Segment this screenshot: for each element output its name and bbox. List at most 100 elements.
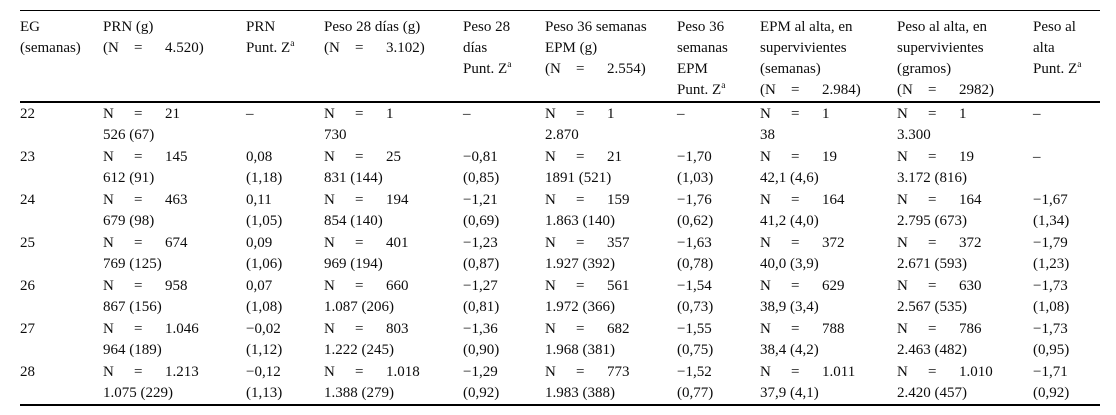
- eg-cell: 23: [20, 149, 35, 165]
- anthropometry-table-container: EG (semanas) PRN (g) (N = 4.520) PRN Punt. Za Pe…: [20, 10, 1100, 406]
- n-equals-line: N = 164: [760, 190, 893, 211]
- n-label: N: [324, 364, 335, 380]
- z-score-cell: −1,70 (1,03): [677, 146, 760, 189]
- z-sd: (0,95): [1033, 342, 1070, 358]
- n-equals-line: N = 1.046: [103, 319, 242, 340]
- n-equals-line: N = 145: [103, 147, 242, 168]
- n-label: N: [103, 149, 114, 165]
- z-sd: (0,77): [677, 385, 714, 401]
- anthropometry-table: EG (semanas) PRN (g) (N = 4.520) PRN Punt. Za Pe…: [20, 10, 1100, 406]
- z-value: −1,55: [677, 321, 712, 337]
- n-equals-line: N = 372: [760, 233, 893, 254]
- equals-sign: =: [134, 321, 143, 337]
- stat-value: 41,2 (4,0): [760, 213, 819, 229]
- z-score-cell: −1,21 (0,69): [463, 189, 545, 232]
- equals-sign: =: [355, 106, 364, 122]
- z-value: −1,79: [1033, 235, 1068, 251]
- equals-sign: =: [791, 149, 800, 165]
- equals-sign: =: [928, 278, 937, 294]
- n-equals-line: (N = 3.102): [324, 38, 459, 59]
- n-equals-line: N = 21: [103, 104, 242, 125]
- stat-value: 42,1 (4,6): [760, 170, 819, 186]
- z-score-cell: −1,76 (0,62): [677, 189, 760, 232]
- equals-sign: =: [928, 235, 937, 251]
- z-sd: (1,34): [1033, 213, 1070, 229]
- equals-sign: =: [928, 106, 937, 122]
- z-value: −1,76: [677, 192, 712, 208]
- header-line: Peso 28: [463, 19, 511, 35]
- column-header: Peso al alta, en supervivientes (gramos) (N…: [897, 10, 1033, 103]
- n-equals-line: N = 1: [760, 104, 893, 125]
- header-line: Peso 28 días (g): [324, 19, 421, 35]
- stat-value: 1.087 (206): [324, 299, 394, 315]
- n-label: N: [897, 278, 908, 294]
- n-label: N: [760, 364, 771, 380]
- equals-sign: =: [355, 364, 364, 380]
- n-label: N: [545, 235, 556, 251]
- n-equals-line: N = 629: [760, 276, 893, 297]
- n-label: N: [545, 278, 556, 294]
- equals-sign: =: [134, 40, 143, 56]
- mean-sd-cell: N = 1 2.870: [545, 102, 677, 146]
- z-score-cell: −1,73 (0,95): [1033, 318, 1100, 361]
- z-value: −1,73: [1033, 321, 1068, 337]
- n-label: N: [897, 235, 908, 251]
- n-label: N: [103, 235, 114, 251]
- equals-sign: =: [355, 235, 364, 251]
- z-sd: (1,12): [246, 342, 283, 358]
- stat-value: 37,9 (4,1): [760, 385, 819, 401]
- z-value: −1,52: [677, 364, 712, 380]
- column-header: Peso 28 días (g) (N = 3.102): [324, 10, 463, 103]
- z-sd: (1,08): [1033, 299, 1070, 315]
- equals-sign: =: [576, 149, 585, 165]
- z-score-cell: 0,08 (1,18): [246, 146, 324, 189]
- header-line: PRN (g): [103, 19, 154, 35]
- z-score-cell: 0,09 (1,06): [246, 232, 324, 275]
- header-line: Punt. Za: [463, 60, 512, 77]
- z-score-cell: −1,79 (1,23): [1033, 232, 1100, 275]
- header-line: PRN: [246, 19, 276, 35]
- equals-sign: =: [928, 192, 937, 208]
- column-header: PRN (g) (N = 4.520): [103, 10, 246, 103]
- z-sd: (0,87): [463, 256, 500, 272]
- stat-value: 679 (98): [103, 213, 155, 229]
- equals-sign: =: [791, 192, 800, 208]
- z-score-cell: −1,27 (0,81): [463, 275, 545, 318]
- n-label: N: [324, 149, 335, 165]
- z-value: −1,36: [463, 321, 498, 337]
- header-line: alta: [1033, 40, 1055, 56]
- n-label: N: [103, 364, 114, 380]
- stat-value: 2.463 (482): [897, 342, 967, 358]
- z-sd: (0,75): [677, 342, 714, 358]
- equals-sign: =: [134, 149, 143, 165]
- missing-value-cell: –: [246, 106, 254, 122]
- z-score-cell: −0,12 (1,13): [246, 361, 324, 406]
- n-equals-line: N = 463: [103, 190, 242, 211]
- n-label: N: [103, 106, 114, 122]
- equals-sign: =: [134, 106, 143, 122]
- z-score-cell: −1,55 (0,75): [677, 318, 760, 361]
- z-score-cell: −1,52 (0,77): [677, 361, 760, 406]
- header-line: Peso al alta, en: [897, 19, 987, 35]
- mean-sd-cell: N = 1.213 1.075 (229): [103, 361, 246, 406]
- z-value: −1,29: [463, 364, 498, 380]
- footnote-marker: a: [290, 39, 295, 49]
- n-equals-line: N = 803: [324, 319, 459, 340]
- n-equals-line: N = 1.213: [103, 362, 242, 383]
- header-line: Punt. Za: [1033, 60, 1082, 77]
- z-score-cell: 0,07 (1,08): [246, 275, 324, 318]
- n-equals-line: N = 1.011: [760, 362, 893, 383]
- equals-sign: =: [355, 278, 364, 294]
- n-label: N: [545, 149, 556, 165]
- z-value: −1,71: [1033, 364, 1068, 380]
- z-sd: (0,81): [463, 299, 500, 315]
- table-row: 24 N = 463 679 (98) 0,11 (1,05) N = 194 854 (140) −…: [20, 189, 1100, 232]
- n-equals-line: N = 401: [324, 233, 459, 254]
- n-label: N: [545, 192, 556, 208]
- z-value: −1,27: [463, 278, 498, 294]
- column-header: Peso al alta Punt. Za: [1033, 10, 1100, 103]
- n-equals-line: N = 674: [103, 233, 242, 254]
- z-value: −1,63: [677, 235, 712, 251]
- z-sd: (0,92): [463, 385, 500, 401]
- n-label: N: [760, 192, 771, 208]
